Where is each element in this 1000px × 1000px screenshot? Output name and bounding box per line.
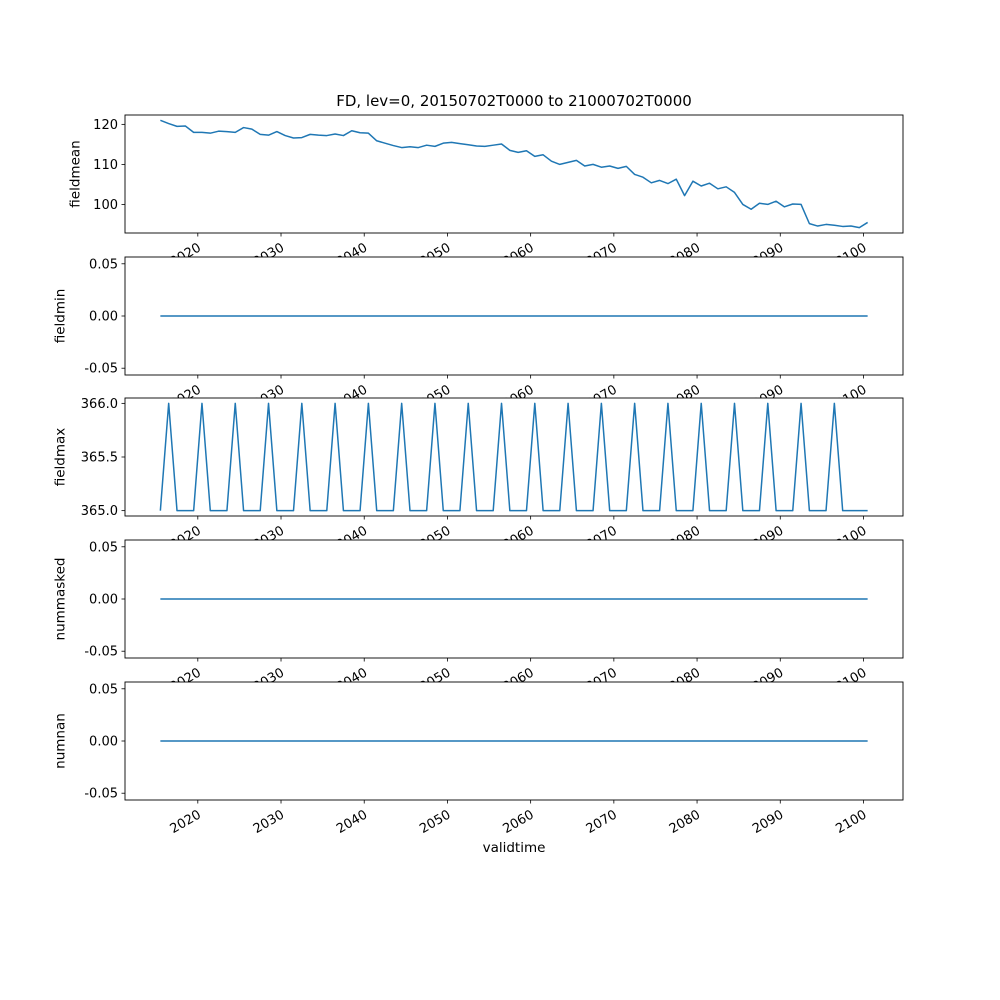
x-tick-label: 2060: [500, 807, 536, 837]
y-tick-label: 0.00: [89, 593, 118, 608]
subplot-numnan: 2020 2030 2040 2050 2060 2070 2080 2090 2100 -0.0…: [53, 681, 904, 837]
y-tick-label: 100: [93, 198, 118, 213]
figure-title: FD, lev=0, 20150702T0000 to 21000702T000…: [336, 92, 692, 110]
x-tick-label: 2070: [584, 807, 620, 837]
subplot-fieldmin: 2020 2030 2040 2050 2060 2070 2080 2090 2100-0.0…: [53, 256, 904, 412]
y-tick-label: 0.00: [89, 310, 118, 325]
y-axis-title-fieldmean: fieldmean: [68, 140, 84, 207]
x-tick-label: 2030: [251, 807, 287, 837]
y-tick-label: 120: [93, 118, 118, 133]
subplot-fieldmean: 2020 2030 2040 2050 2060 2070 2080 2090 21001001…: [68, 114, 904, 270]
x-tick-label: 2020: [168, 807, 204, 837]
y-tick-label: -0.05: [84, 362, 118, 377]
fieldmean-line: [160, 119, 869, 229]
y-axis-title-nummasked: nummasked: [53, 558, 69, 641]
y-axis-title-fieldmax: fieldmax: [53, 428, 69, 487]
y-tick-label: 0.00: [89, 735, 118, 750]
fieldmax-line: [159, 402, 868, 512]
y-tick-label: 110: [93, 158, 118, 173]
y-tick-label: 366.0: [81, 397, 118, 412]
x-tick-label: 2080: [667, 807, 703, 837]
x-tick-label: 2050: [417, 807, 453, 837]
x-axis-label: validtime: [482, 840, 546, 856]
subplot-fieldmax: 2020 2030 2040 2050 2060 2070 2080 2090 2100365.…: [53, 397, 904, 553]
y-tick-label: -0.05: [84, 787, 118, 802]
y-tick-label: -0.05: [84, 645, 118, 660]
y-tick-label: 365.5: [81, 451, 118, 466]
y-tick-label: 0.05: [89, 682, 118, 697]
y-axis-title-numnan: numnan: [53, 713, 69, 769]
x-tick-label: 2090: [750, 807, 786, 837]
x-tick-label: 2040: [334, 807, 370, 837]
x-tick-label: 2100: [833, 807, 869, 837]
y-tick-label: 0.05: [89, 257, 118, 272]
subplot-nummasked: 2020 2030 2040 2050 2060 2070 2080 2090 2100-0.0…: [53, 539, 904, 695]
y-tick-label: 0.05: [89, 540, 118, 555]
y-tick-label: 365.0: [81, 504, 118, 519]
y-axis-title-fieldmin: fieldmin: [53, 289, 69, 344]
